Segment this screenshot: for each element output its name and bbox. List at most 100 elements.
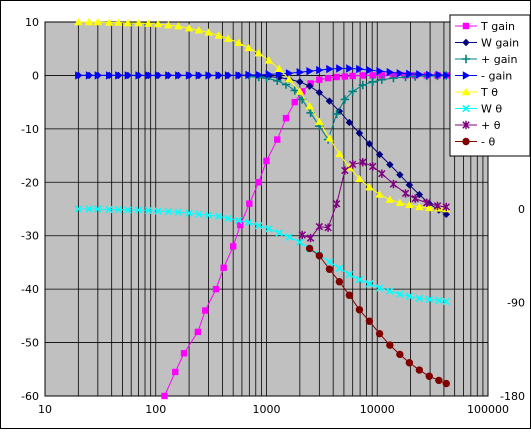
x-tick-label: 10000 — [360, 403, 395, 416]
legend-label: W θ — [481, 103, 502, 116]
data-point — [85, 205, 93, 213]
data-point — [326, 64, 334, 74]
data-point — [375, 150, 384, 159]
data-point — [377, 75, 387, 84]
x-tick-label: 100 — [145, 403, 166, 416]
x-tick-label: 100000 — [467, 403, 509, 416]
data-point — [144, 206, 153, 215]
data-point — [194, 328, 202, 336]
data-point — [134, 18, 143, 27]
data-point — [85, 71, 94, 80]
data-point — [375, 284, 384, 292]
data-point — [332, 199, 341, 209]
legend-item: - gain — [455, 70, 512, 83]
data-point — [358, 80, 367, 90]
data-point — [386, 287, 394, 295]
data-point — [298, 230, 306, 240]
data-point — [229, 243, 237, 250]
y-tick-label: 10 — [25, 16, 39, 29]
data-point — [255, 70, 263, 80]
data-point — [154, 71, 163, 80]
data-point — [220, 264, 227, 271]
data-point — [462, 71, 471, 80]
data-point — [416, 70, 424, 79]
data-point — [234, 38, 243, 46]
data-point — [180, 350, 188, 357]
data-point — [406, 69, 414, 79]
data-point — [274, 136, 281, 143]
data-point — [425, 295, 434, 304]
data-point — [94, 71, 103, 80]
data-point — [296, 68, 305, 77]
data-point — [285, 69, 294, 78]
legend-label: T θ — [480, 86, 498, 99]
data-point — [135, 71, 143, 80]
y-tick-label: 0 — [32, 69, 39, 82]
legend-item: + gain — [455, 53, 517, 66]
data-point — [285, 233, 293, 241]
series-line — [249, 74, 447, 141]
legend-label: + θ — [481, 119, 501, 132]
data-point — [462, 120, 470, 130]
data-point — [378, 169, 386, 178]
data-point — [237, 221, 244, 229]
data-point — [435, 376, 443, 385]
data-point — [355, 306, 364, 314]
data-point — [290, 86, 299, 95]
data-point — [275, 229, 283, 237]
data-point — [348, 87, 357, 96]
data-point — [114, 205, 123, 214]
data-point — [296, 78, 304, 86]
data-point — [386, 160, 394, 169]
data-point — [264, 56, 274, 64]
data-point — [341, 166, 349, 175]
data-point — [375, 190, 384, 198]
data-point — [305, 82, 314, 90]
data-point — [349, 72, 356, 80]
y-tick-label: -50 — [21, 337, 39, 350]
data-point — [365, 280, 374, 288]
data-point — [124, 206, 132, 214]
data-point — [212, 285, 220, 293]
data-point — [172, 368, 179, 376]
y-tick-label: -30 — [21, 230, 39, 243]
data-point — [161, 392, 168, 400]
data-point — [214, 212, 223, 221]
data-point — [93, 17, 103, 26]
data-point — [194, 26, 204, 34]
data-point — [332, 109, 341, 119]
legend-box — [449, 14, 531, 157]
data-point — [433, 201, 442, 211]
data-point — [425, 203, 434, 212]
data-point — [164, 20, 173, 29]
data-point — [335, 278, 344, 286]
data-point — [415, 202, 424, 211]
data-point — [359, 72, 366, 79]
x-tick-label: 1000 — [253, 403, 281, 416]
legend-item: - θ — [455, 136, 495, 149]
data-point — [378, 72, 386, 79]
data-point — [202, 307, 209, 314]
data-point — [389, 73, 398, 83]
y2-tick-label: 0 — [518, 203, 525, 216]
data-point — [255, 179, 262, 186]
data-point — [376, 66, 384, 76]
data-point — [325, 258, 334, 266]
data-point — [386, 68, 395, 77]
data-point — [244, 218, 253, 227]
data-point — [335, 264, 344, 272]
data-point — [442, 202, 451, 212]
legend-item: W gain — [455, 37, 519, 50]
data-point — [442, 379, 450, 388]
data-point — [84, 17, 94, 26]
data-point — [265, 224, 273, 233]
y2-tick-label: -90 — [507, 297, 525, 310]
data-point — [298, 88, 306, 95]
data-point — [105, 205, 113, 214]
series-line — [78, 208, 447, 302]
data-point — [185, 209, 193, 217]
data-point — [335, 149, 344, 158]
data-point — [435, 70, 444, 80]
data-point — [411, 194, 419, 203]
